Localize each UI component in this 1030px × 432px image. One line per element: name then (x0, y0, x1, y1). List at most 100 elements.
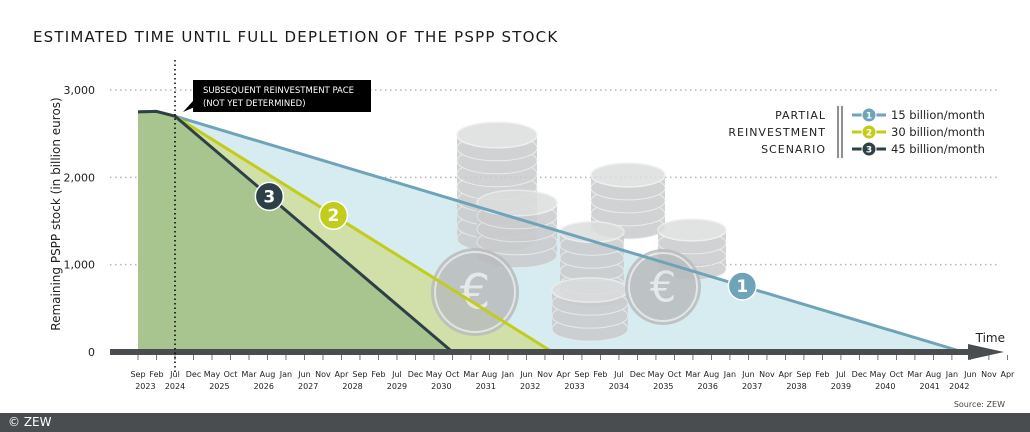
x-tick-label: Mar (463, 370, 479, 379)
legend-title-line: REINVESTMENT (728, 126, 826, 139)
x-tick-label: May (426, 370, 443, 379)
legend-swatch-number: 3 (866, 146, 872, 156)
x-year-label: 2039 (831, 382, 851, 391)
legend-item-1: 1 15 billion/month (852, 107, 985, 123)
y-tick-label: 1,000 (64, 259, 96, 272)
x-tick-label: Dec (852, 370, 867, 379)
x-tick-label: Sep (130, 370, 145, 379)
series-line-3 (137, 109, 454, 354)
x-year-label: 2026 (254, 382, 274, 391)
x-tick-label: Jul (613, 370, 624, 379)
chart-title: ESTIMATED TIME UNTIL FULL DEPLETION OF T… (33, 28, 558, 46)
x-tick-label: Jan (723, 370, 736, 379)
x-tick-label: Sep (796, 370, 811, 379)
x-tick-label: Apr (1000, 370, 1015, 379)
x-tick-label: Jan (945, 370, 958, 379)
series-marker-1: 1 (727, 271, 758, 301)
x-year-label: 2035 (653, 382, 673, 391)
x-year-label: 2041 (920, 382, 940, 391)
coin-top (657, 218, 727, 242)
legend-item-3: 3 45 billion/month (852, 141, 985, 157)
x-tick-label: Aug (704, 370, 720, 379)
legend-label: 45 billion/month (891, 142, 985, 156)
annotation-line-1: SUBSEQUENT REINVESTMENT PACE (203, 86, 354, 96)
annotation-pointer (182, 101, 197, 112)
x-year-label: 2034 (609, 382, 629, 391)
legend: PARTIAL REINVESTMENT SCENARIO 1 15 billion/m… (728, 106, 985, 158)
y-tick-label: 2,000 (64, 171, 96, 184)
x-year-label: 2033 (564, 382, 584, 391)
legend-swatch-circle (861, 107, 877, 123)
x-axis-label: Time (975, 331, 1005, 345)
x-year-label: 2031 (476, 382, 496, 391)
series-lines: 1 2 3 (137, 109, 964, 354)
x-year-label: 2037 (742, 382, 762, 391)
x-axis: Time (110, 331, 1005, 360)
legend-swatch-number: 2 (866, 129, 872, 139)
euro-coin-rim (628, 252, 698, 322)
x-tick-label: Jun (963, 370, 977, 379)
marker-label: 1 (736, 277, 748, 297)
copyright: © ZEW (8, 415, 52, 429)
x-tick-label: Nov (537, 370, 553, 379)
x-tick-label: Dec (630, 370, 645, 379)
x-tick-label: Sep (352, 370, 367, 379)
x-year-label: 2025 (209, 382, 229, 391)
x-tick-label: Jan (279, 370, 292, 379)
euro-coin-icon: € (431, 248, 519, 336)
legend-swatch-circle (861, 141, 877, 157)
series-marker-3: 3 (254, 181, 285, 212)
x-tick-label: Nov (759, 370, 775, 379)
y-axis-ticks: 0 1,000 2,000 3,000 (64, 84, 96, 359)
x-tick-label: Feb (371, 370, 385, 379)
coin-top (476, 189, 558, 217)
x-tick-label: Aug (482, 370, 498, 379)
euro-symbol-icon: € (460, 265, 491, 321)
legend-swatch-circle (861, 124, 877, 140)
x-tick-label: Feb (593, 370, 607, 379)
series-marker-2: 2 (318, 200, 349, 230)
x-tick-label: Oct (668, 370, 682, 379)
y-tick-label: 3,000 (64, 84, 96, 97)
marker-circle (318, 200, 349, 230)
x-tick-label: May (870, 370, 887, 379)
x-tick-label: Mar (685, 370, 701, 379)
legend-label: 15 billion/month (891, 108, 985, 122)
coin-stacks-illustration: € € (431, 121, 727, 342)
x-tick-label: Apr (778, 370, 793, 379)
euro-coin-face (431, 248, 519, 336)
marker-label: 2 (328, 206, 340, 226)
series-area-3 (138, 111, 453, 352)
marker-circle (254, 181, 285, 212)
x-tick-label: Jul (169, 370, 180, 379)
legend-title-line: SCENARIO (761, 143, 826, 156)
y-axis-label: Remaining PSPP stock (in billion euros) (49, 97, 63, 330)
reinvestment-annotation: SUBSEQUENT REINVESTMENT PACE (NOT YET DE… (174, 60, 371, 372)
annotation-box (192, 80, 371, 112)
legend-swatch-number: 1 (866, 112, 872, 122)
legend-item-2: 2 30 billion/month (852, 124, 985, 140)
x-tick-label: May (204, 370, 221, 379)
x-tick-label: Feb (815, 370, 829, 379)
x-tick-label: Mar (907, 370, 923, 379)
x-tick-label: Aug (926, 370, 942, 379)
coin-top (559, 221, 625, 243)
coin-top (590, 162, 666, 188)
x-axis-ticks: Sep Feb Jul Dec May Oct Mar Aug Jan Jun Nov Apr Sep F… (130, 355, 1015, 391)
legend-title-line: PARTIAL (775, 109, 826, 122)
x-tick-label: Oct (446, 370, 460, 379)
marker-circle (727, 271, 758, 301)
x-tick-label: Jun (519, 370, 533, 379)
x-tick-label: Oct (224, 370, 238, 379)
x-tick-label: Jan (501, 370, 514, 379)
annotation-line-2: (NOT YET DETERMINED) (203, 99, 306, 109)
x-tick-label: Dec (186, 370, 201, 379)
x-tick-label: Jun (297, 370, 311, 379)
x-year-label: 2029 (387, 382, 407, 391)
x-year-label: 2032 (520, 382, 540, 391)
x-tick-label: Aug (260, 370, 276, 379)
marker-label: 3 (263, 187, 275, 207)
x-tick-label: Feb (149, 370, 163, 379)
x-tick-label: Dec (408, 370, 423, 379)
footer-bar: © ZEW (0, 413, 1030, 432)
